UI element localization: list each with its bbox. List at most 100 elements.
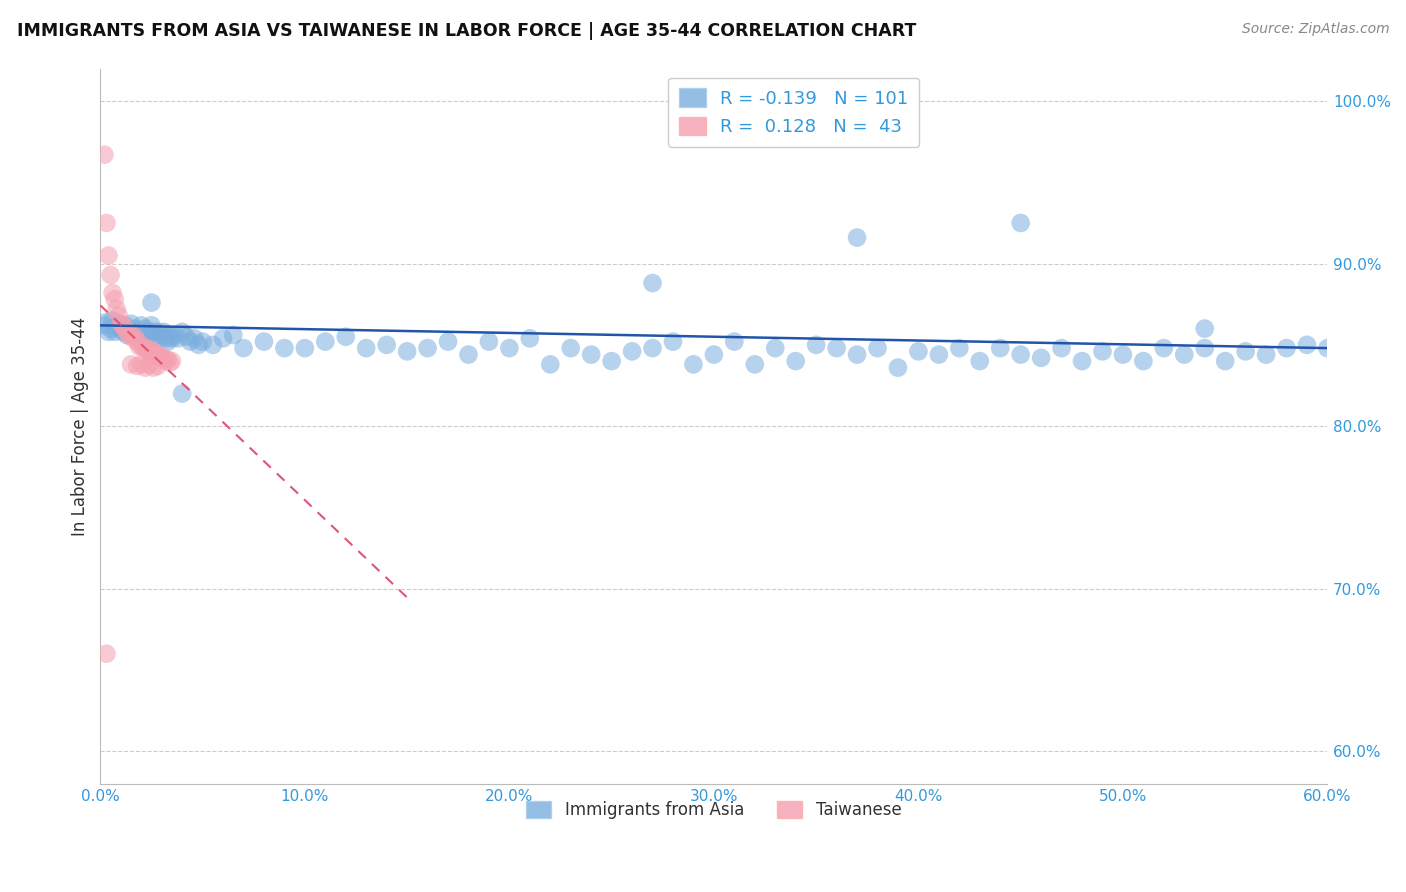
Point — [155, 331, 177, 345]
Point — [101, 313, 124, 327]
Point — [703, 348, 725, 362]
Point — [222, 328, 245, 343]
Point — [159, 356, 181, 370]
Point — [134, 341, 156, 355]
Point — [354, 341, 377, 355]
Point — [97, 248, 120, 262]
Point — [253, 334, 276, 349]
Point — [172, 386, 194, 401]
Point — [763, 341, 786, 355]
Point — [127, 359, 149, 373]
Point — [1112, 348, 1135, 362]
Point — [160, 354, 183, 368]
Text: Source: ZipAtlas.com: Source: ZipAtlas.com — [1241, 22, 1389, 37]
Point — [150, 351, 173, 365]
Point — [104, 293, 127, 307]
Point — [138, 328, 160, 343]
Point — [93, 318, 115, 333]
Point — [146, 349, 169, 363]
Point — [498, 341, 520, 355]
Point — [172, 325, 194, 339]
Point — [134, 360, 156, 375]
Point — [866, 341, 889, 355]
Point — [107, 309, 129, 323]
Point — [105, 302, 128, 317]
Point — [375, 338, 398, 352]
Point — [1275, 341, 1298, 355]
Point — [142, 348, 165, 362]
Point — [183, 331, 205, 345]
Point — [129, 318, 152, 333]
Point — [145, 346, 167, 360]
Point — [1071, 354, 1094, 368]
Point — [723, 334, 745, 349]
Point — [141, 318, 163, 333]
Point — [174, 329, 197, 343]
Point — [100, 268, 122, 282]
Point — [641, 276, 664, 290]
Point — [129, 338, 152, 352]
Point — [132, 326, 155, 341]
Point — [1153, 341, 1175, 355]
Point — [579, 348, 602, 362]
Point — [1254, 348, 1277, 362]
Point — [146, 325, 169, 339]
Point — [96, 315, 118, 329]
Point — [846, 230, 869, 244]
Point — [1316, 341, 1339, 355]
Point — [141, 343, 163, 357]
Point — [150, 328, 173, 343]
Point — [120, 317, 142, 331]
Point — [457, 348, 479, 362]
Point — [136, 343, 159, 357]
Point — [142, 360, 165, 375]
Point — [1296, 338, 1319, 352]
Point — [96, 216, 118, 230]
Point — [142, 325, 165, 339]
Point — [187, 338, 209, 352]
Point — [437, 334, 460, 349]
Point — [114, 318, 136, 333]
Point — [122, 326, 145, 341]
Y-axis label: In Labor Force | Age 35-44: In Labor Force | Age 35-44 — [72, 317, 89, 536]
Point — [100, 321, 122, 335]
Point — [1173, 348, 1195, 362]
Point — [155, 354, 177, 368]
Point — [149, 331, 172, 345]
Point — [478, 334, 501, 349]
Point — [110, 321, 132, 335]
Point — [1132, 354, 1154, 368]
Point — [969, 354, 991, 368]
Point — [152, 351, 174, 365]
Point — [294, 341, 316, 355]
Point — [1194, 321, 1216, 335]
Point — [115, 328, 138, 343]
Point — [335, 329, 357, 343]
Point — [273, 341, 295, 355]
Point — [146, 359, 169, 373]
Point — [907, 344, 929, 359]
Point — [93, 147, 115, 161]
Point — [212, 331, 235, 345]
Point — [538, 357, 561, 371]
Point — [114, 321, 136, 335]
Point — [887, 360, 910, 375]
Point — [232, 341, 254, 355]
Point — [1091, 344, 1114, 359]
Point — [136, 325, 159, 339]
Point — [314, 334, 336, 349]
Point — [111, 318, 134, 333]
Point — [846, 348, 869, 362]
Point — [1010, 348, 1032, 362]
Point — [128, 339, 150, 353]
Point — [138, 357, 160, 371]
Point — [159, 328, 181, 343]
Point — [138, 346, 160, 360]
Point — [201, 338, 224, 352]
Point — [127, 334, 149, 349]
Point — [416, 341, 439, 355]
Point — [127, 325, 149, 339]
Text: IMMIGRANTS FROM ASIA VS TAIWANESE IN LABOR FORCE | AGE 35-44 CORRELATION CHART: IMMIGRANTS FROM ASIA VS TAIWANESE IN LAB… — [17, 22, 917, 40]
Point — [107, 317, 129, 331]
Point — [1010, 216, 1032, 230]
